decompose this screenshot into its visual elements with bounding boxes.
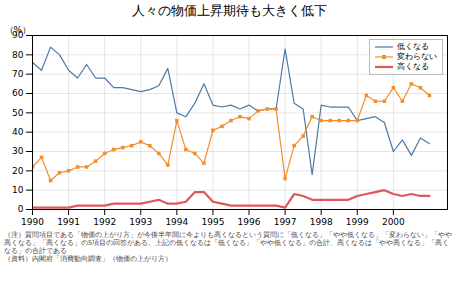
svg-text:1991: 1991 (57, 217, 80, 227)
svg-text:1997: 1997 (274, 217, 297, 227)
svg-text:2000: 2000 (382, 217, 405, 227)
svg-text:60: 60 (12, 88, 24, 98)
svg-text:1994: 1994 (165, 217, 188, 227)
html-text:高くなる」「高くなる」の5項目の回答がある。上記の低くなるは: 高くなる」「高くなる」の5項目の回答がある。上記の低くなるは「低くなる」「やや低… (4, 239, 450, 247)
svg-text:1995: 1995 (201, 217, 224, 227)
svg-text:80: 80 (12, 50, 24, 60)
svg-text:（%）: （%） (5, 25, 32, 35)
html-text:（注）質問項目である「物価の上がり方」が今後半年間に今よりも: （注）質問項目である「物価の上がり方」が今後半年間に今よりも高くなるという質問に… (4, 231, 452, 239)
html-text:（資料）内閣府「消費動向調査」（物価の上がり方）: （資料）内閣府「消費動向調査」（物価の上がり方） (4, 255, 172, 263)
html-text:なる」の合計である: なる」の合計である (4, 247, 67, 255)
html-text:人々の物価上昇期待も大きく低下: 人々の物価上昇期待も大きく低下 (132, 3, 327, 18)
svg-text:1999: 1999 (346, 217, 369, 227)
svg-text:1993: 1993 (129, 217, 152, 227)
svg-text:1990: 1990 (21, 217, 44, 227)
html-text:低くなる: 低くなる (397, 42, 429, 51)
svg-text:30: 30 (12, 146, 24, 156)
svg-text:1998: 1998 (310, 217, 333, 227)
svg-text:10: 10 (12, 185, 24, 195)
svg-text:50: 50 (12, 108, 24, 118)
svg-text:70: 70 (12, 69, 24, 79)
svg-text:90: 90 (12, 30, 24, 41)
html-text:高くなる: 高くなる (397, 62, 429, 71)
svg-text:0: 0 (18, 204, 24, 214)
svg-text:40: 40 (12, 127, 24, 137)
svg-text:1996: 1996 (238, 217, 261, 227)
svg-text:1992: 1992 (93, 217, 116, 227)
html-text:変わらない: 変わらない (397, 52, 437, 61)
svg-text:20: 20 (12, 166, 24, 176)
